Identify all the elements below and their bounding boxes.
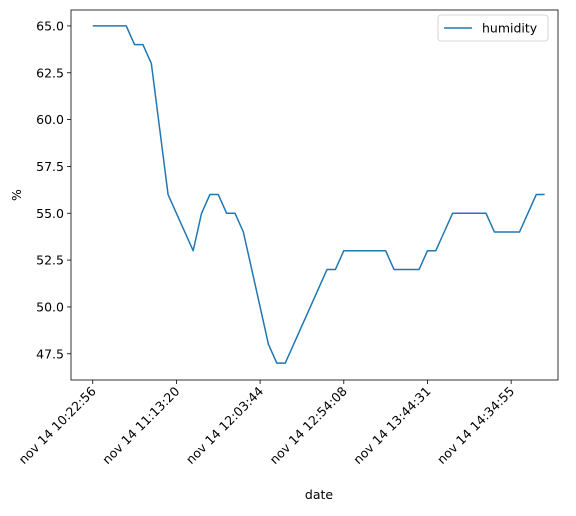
- y-tick-label: 55.0: [36, 206, 64, 221]
- y-axis-label: %: [9, 189, 24, 201]
- x-axis-label: date: [305, 487, 333, 502]
- y-tick-label: 47.5: [36, 346, 64, 361]
- y-tick-label: 52.5: [36, 253, 64, 268]
- y-tick-label: 57.5: [36, 159, 64, 174]
- y-tick-label: 60.0: [36, 112, 64, 127]
- data-line: [92, 25, 545, 364]
- plot-frame: [70, 9, 559, 381]
- y-tick-label: 50.0: [36, 299, 64, 314]
- y-tick-label: 65.0: [36, 18, 64, 33]
- y-tick-label: 62.5: [36, 65, 64, 80]
- legend-label: humidity: [482, 21, 538, 36]
- legend-box: [437, 14, 549, 42]
